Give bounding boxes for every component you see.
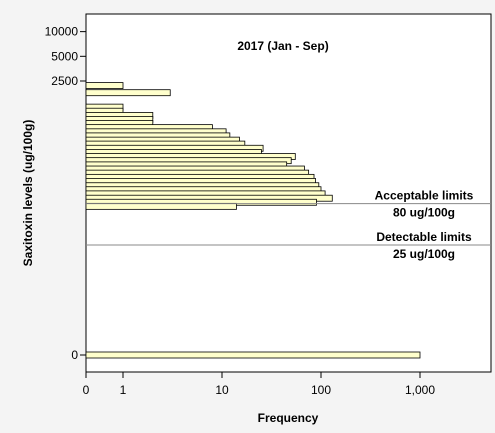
y-tick-label: 0 [71, 348, 78, 362]
histogram-bar [85, 89, 171, 97]
y-axis: 0 2500 5000 10000 [45, 25, 86, 362]
histogram-bar [85, 351, 421, 359]
x-tick-label: 1 [120, 383, 127, 397]
x-tick-label: 1,000 [405, 383, 435, 397]
y-tick-label: 2500 [51, 74, 78, 88]
reference-line-value: 80 ug/100g [393, 206, 455, 220]
x-axis: 0 1 10 100 1,000 [83, 372, 435, 397]
chart-title: 2017 (Jan - Sep) [237, 39, 328, 53]
y-tick-label: 5000 [51, 49, 78, 63]
reference-lines-layer: Acceptable limits 80 ug/100g Detectable li… [86, 189, 491, 261]
y-tick-label: 10000 [45, 25, 79, 39]
bars-layer [85, 82, 421, 359]
histogram-bar [85, 82, 124, 89]
x-tick-label: 10 [215, 383, 229, 397]
reference-line-value: 25 ug/100g [393, 247, 455, 261]
x-tick-label: 100 [311, 383, 331, 397]
x-axis-label: Frequency [258, 411, 319, 425]
reference-line-label: Detectable limits [376, 230, 472, 244]
histogram-bar [85, 202, 237, 210]
x-tick-label: 0 [83, 383, 90, 397]
y-axis-label: Saxitoxin levels (ug/100g) [21, 120, 35, 267]
reference-line-label: Acceptable limits [375, 189, 474, 203]
